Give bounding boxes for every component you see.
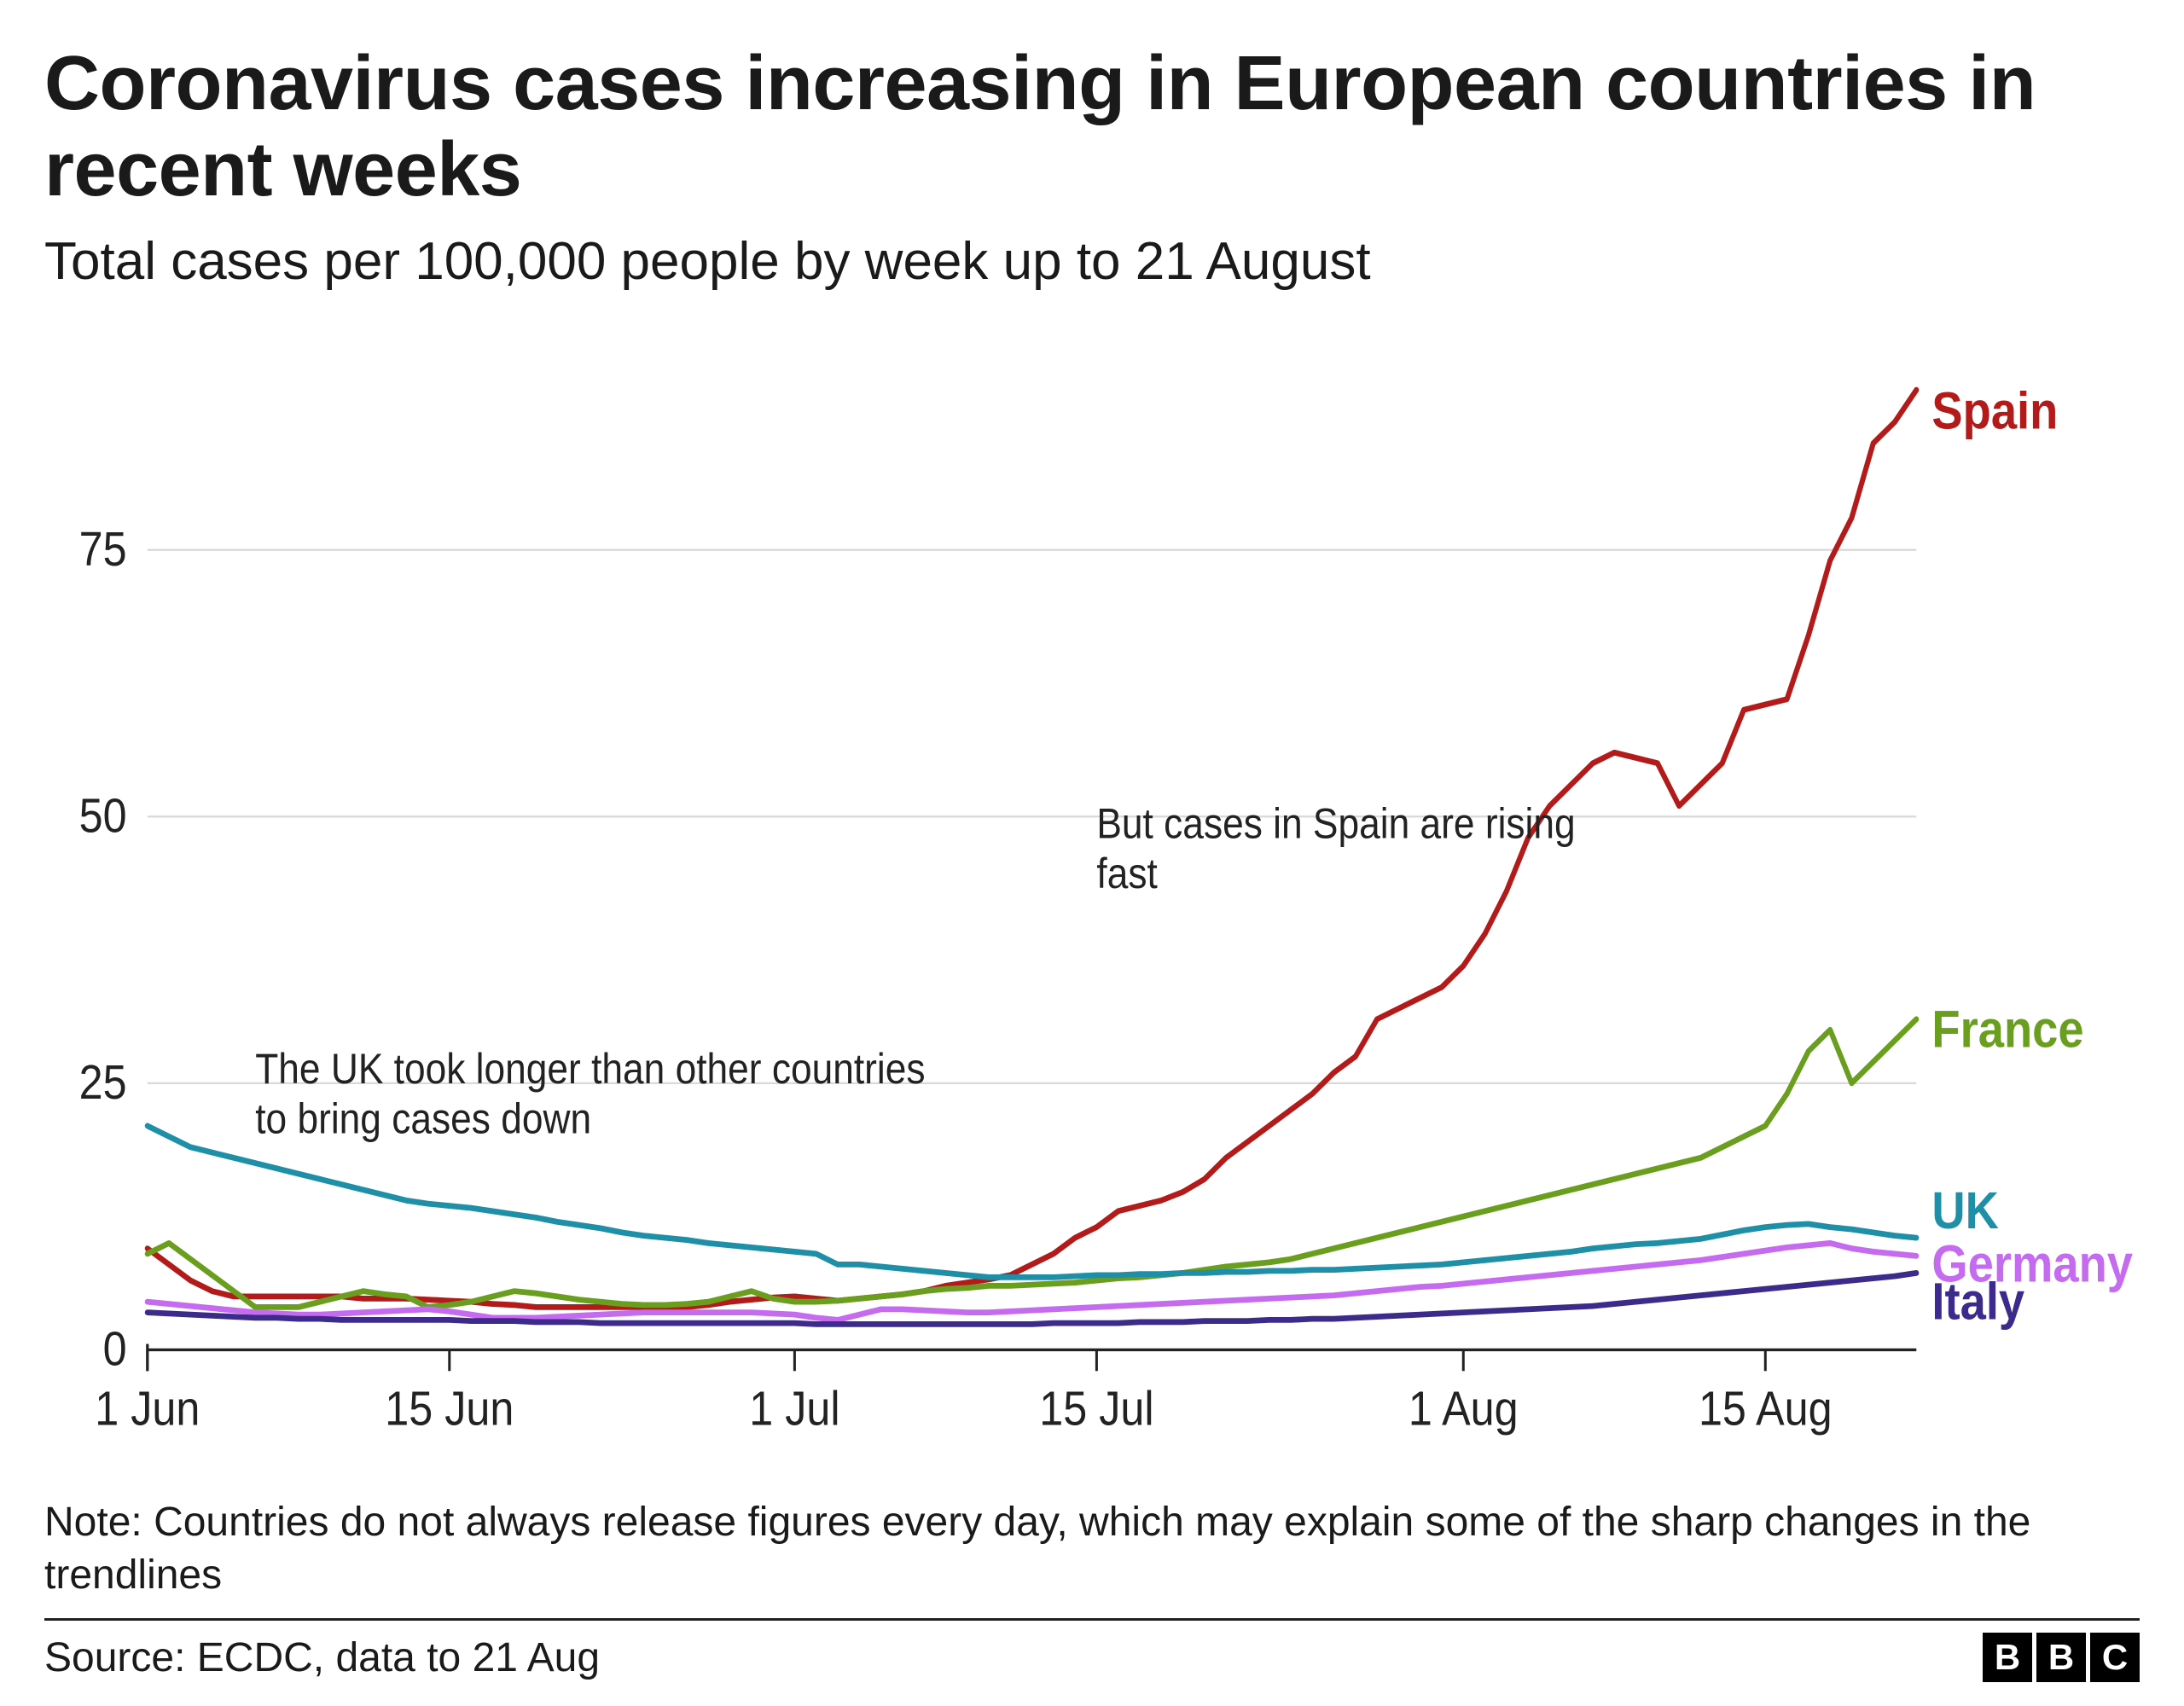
bbc-logo: B B C bbox=[1983, 1633, 2140, 1682]
x-tick-label: 15 Jun bbox=[385, 1383, 514, 1436]
x-tick-label: 1 Jul bbox=[749, 1383, 839, 1436]
bbc-c-icon: C bbox=[2090, 1633, 2140, 1682]
series-label-uk: UK bbox=[1931, 1182, 1999, 1240]
x-tick-label: 15 Jul bbox=[1039, 1383, 1153, 1436]
chart-area: 0 25 50 75 1 Jun 15 Jun 1 Jul 15 Jul 1 Aug 15 Aug… bbox=[44, 317, 2140, 1465]
source-text: Source: ECDC, data to 21 Aug bbox=[44, 1634, 600, 1681]
chart-title: Coronavirus cases increasing in European… bbox=[44, 41, 2140, 213]
chart-note: Note: Countries do not always release fi… bbox=[44, 1496, 2140, 1601]
y-tick-label: 75 bbox=[79, 523, 127, 576]
y-tick-label: 0 bbox=[103, 1323, 127, 1376]
y-tick-label: 25 bbox=[79, 1056, 127, 1109]
annotation-1: But cases in Spain are risingfast bbox=[1096, 799, 1575, 897]
annotation-0: The UK took longer than other countriest… bbox=[255, 1044, 925, 1142]
series-label-spain: Spain bbox=[1931, 383, 2058, 441]
series-uk bbox=[148, 1126, 1917, 1278]
x-tick-label: 1 Jun bbox=[95, 1383, 200, 1436]
x-tick-label: 15 Aug bbox=[1699, 1383, 1833, 1436]
series-label-france: France bbox=[1931, 1001, 2083, 1059]
series-germany bbox=[148, 1243, 1917, 1320]
bbc-b1-icon: B bbox=[1983, 1633, 2032, 1682]
x-tick-label: 1 Aug bbox=[1409, 1383, 1519, 1436]
chart-subtitle: Total cases per 100,000 people by week u… bbox=[44, 230, 2140, 293]
series-label-italy: Italy bbox=[1931, 1274, 2024, 1332]
bbc-b2-icon: B bbox=[2036, 1633, 2086, 1682]
y-tick-label: 50 bbox=[79, 790, 127, 843]
